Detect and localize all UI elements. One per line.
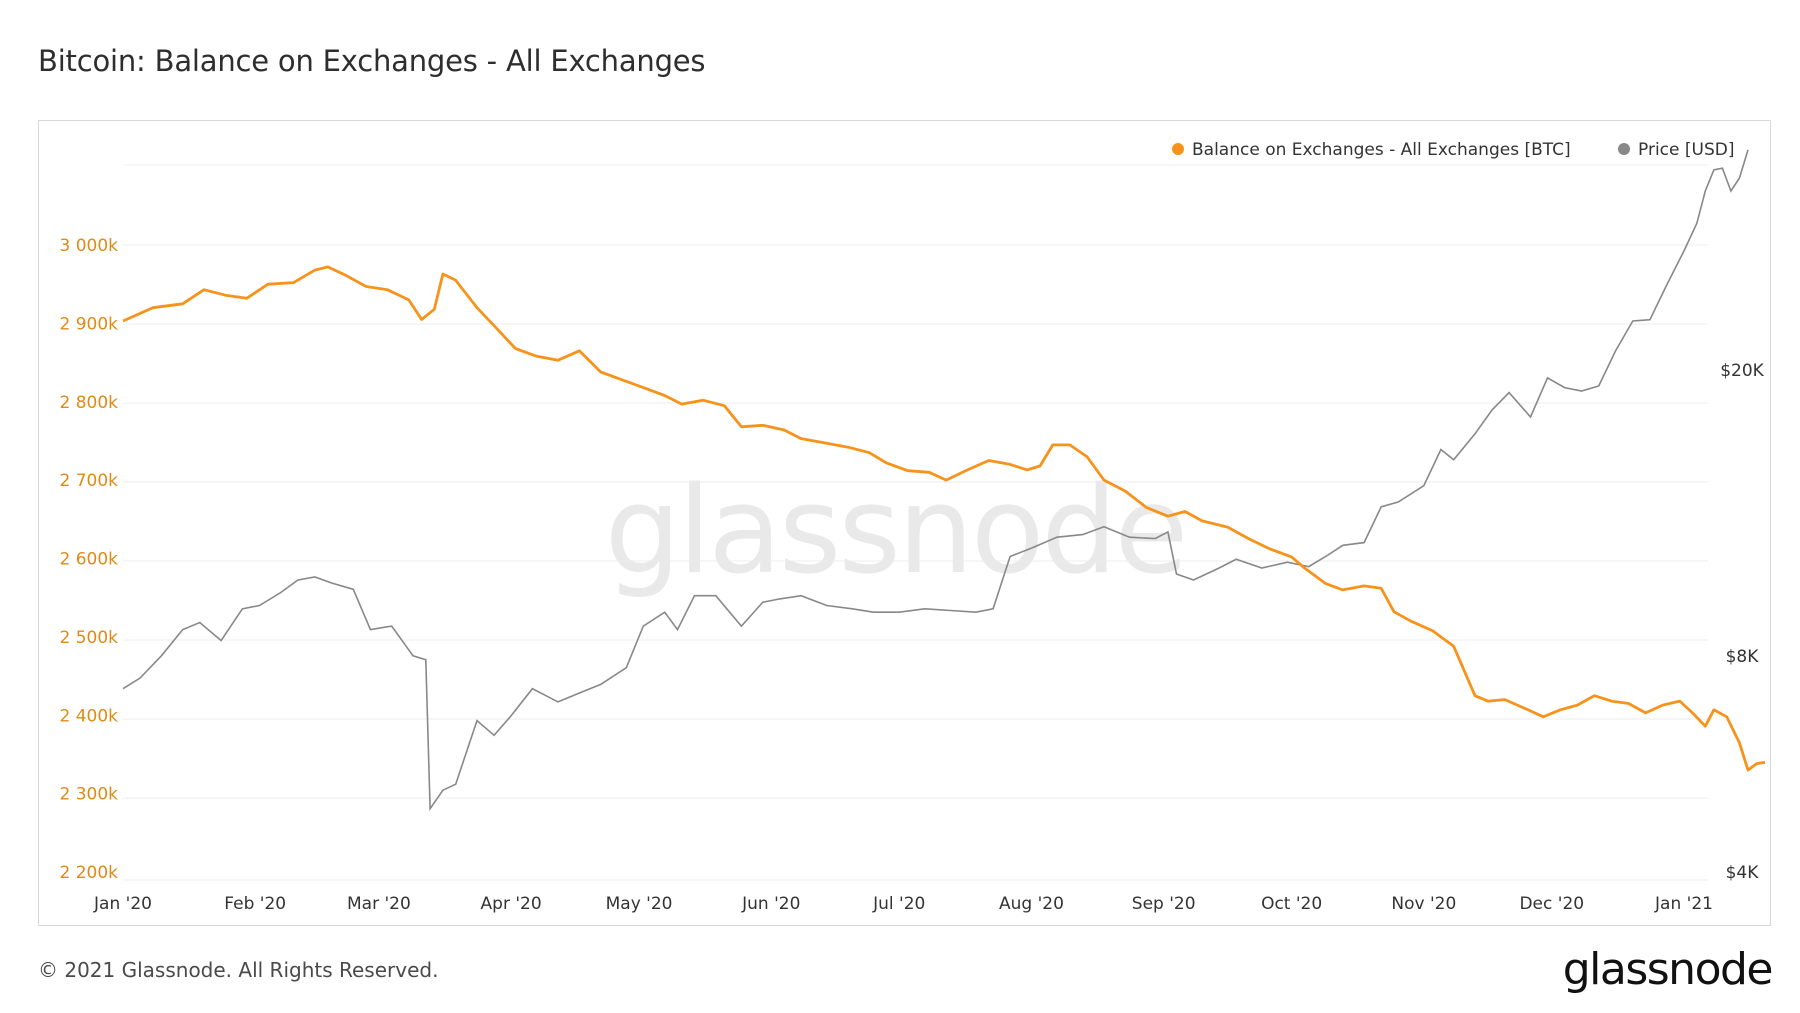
y-left-tick-label: 2 400k — [59, 706, 118, 726]
x-tick-label: Feb '20 — [224, 894, 286, 914]
x-tick-label: Aug '20 — [999, 894, 1064, 914]
y-axis-right: $4K $8K $20K — [1720, 361, 1764, 883]
legend[interactable]: Balance on Exchanges - All Exchanges [BT… — [1172, 140, 1734, 160]
y-left-tick-label: 3 000k — [59, 236, 118, 256]
y-left-tick-label: 2 300k — [59, 785, 118, 805]
legend-balance-label[interactable]: Balance on Exchanges - All Exchanges [BT… — [1192, 140, 1571, 160]
y-left-tick-label: 2 800k — [59, 393, 118, 413]
copyright-footer: © 2021 Glassnode. All Rights Reserved. — [38, 958, 439, 982]
x-tick-label: Mar '20 — [347, 894, 411, 914]
x-tick-label: Apr '20 — [481, 894, 542, 914]
chart-frame — [38, 120, 1771, 926]
x-tick-label: Oct '20 — [1261, 894, 1322, 914]
y-left-tick-label: 2 200k — [59, 863, 118, 883]
balance-series-line — [122, 265, 1766, 772]
page-title: Bitcoin: Balance on Exchanges - All Exch… — [38, 44, 706, 78]
x-tick-label: Dec '20 — [1519, 894, 1584, 914]
x-tick-label: Jun '20 — [741, 894, 800, 914]
legend-balance-marker — [1172, 143, 1184, 155]
x-tick-label: Nov '20 — [1391, 894, 1456, 914]
glassnode-logo: glassnode — [1562, 944, 1774, 995]
watermark: glassnode — [605, 462, 1186, 601]
legend-price-marker — [1618, 143, 1630, 155]
x-tick-label: May '20 — [606, 894, 673, 914]
x-tick-label: Sep '20 — [1132, 894, 1196, 914]
y-left-tick-label: 2 600k — [59, 550, 118, 570]
x-tick-label: Jan '20 — [93, 894, 152, 914]
price-series-line — [122, 149, 1749, 812]
legend-price-label[interactable]: Price [USD] — [1638, 140, 1734, 160]
x-axis: Jan '20 Feb '20 Mar '20 Apr '20 May '20 Jun '… — [93, 894, 1713, 914]
y-right-tick-label: $4K — [1726, 863, 1760, 883]
y-right-tick-label: $8K — [1726, 647, 1760, 667]
x-tick-label: Jan '21 — [1654, 894, 1713, 914]
y-left-tick-label: 2 900k — [59, 314, 118, 334]
y-right-tick-label: $20K — [1720, 361, 1764, 381]
y-left-tick-label: 2 500k — [59, 628, 118, 648]
y-axis-left: 2 200k 2 300k 2 400k 2 500k 2 600k 2 700k 2 80… — [59, 236, 118, 883]
x-tick-label: Jul '20 — [872, 894, 925, 914]
y-left-tick-label: 2 700k — [59, 471, 118, 491]
